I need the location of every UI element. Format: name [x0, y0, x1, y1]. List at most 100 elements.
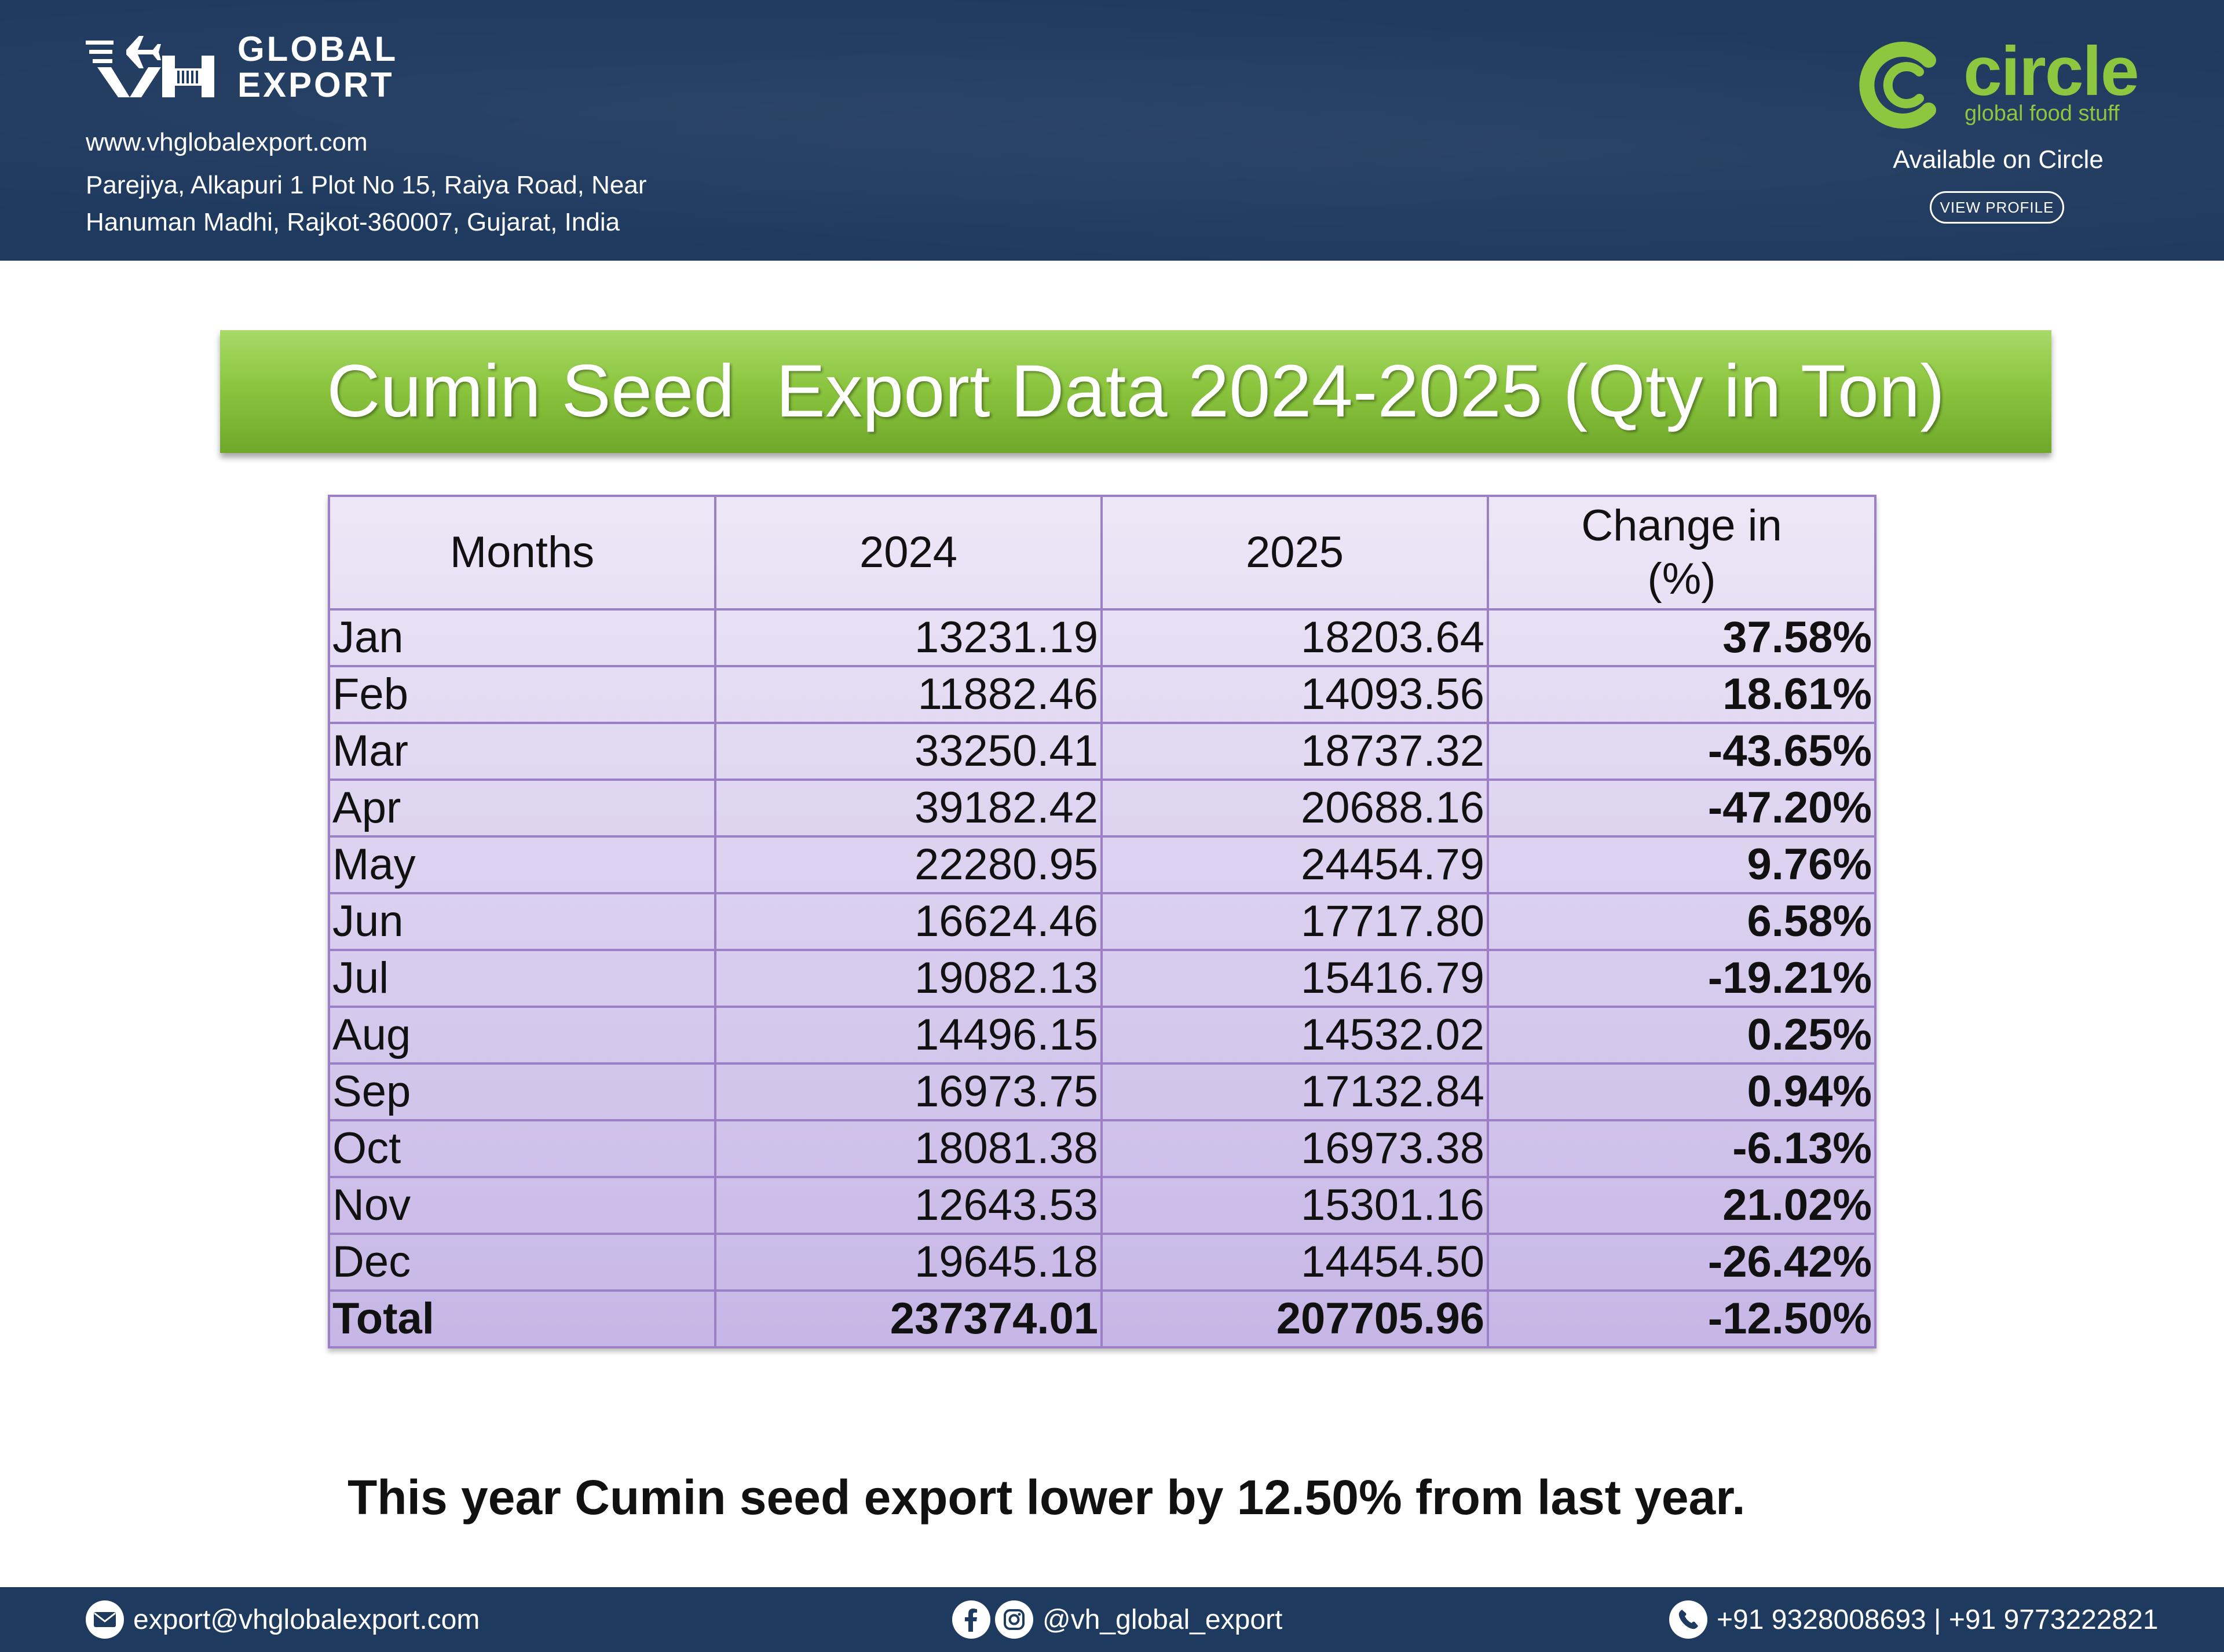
- cell-total-2024: 237374.01: [714, 1289, 1103, 1348]
- cell-change: 37.58%: [1487, 608, 1877, 667]
- cell-2025: 15301.16: [1100, 1176, 1489, 1235]
- circle-tagline: global food stuff: [1965, 101, 2120, 126]
- header: GLOBAL EXPORT www.vhglobalexport.com Par…: [0, 0, 2224, 261]
- circle-wordmark: circle: [1963, 32, 2139, 110]
- cell-2025: 17717.80: [1100, 892, 1489, 951]
- cell-2024: 11882.46: [714, 665, 1103, 724]
- cell-2024: 12643.53: [714, 1176, 1103, 1235]
- page-title: Cumin Seed Export Data 2024-2025 (Qty in…: [220, 330, 2051, 453]
- address-line-1: Parejiya, Alkapuri 1 Plot No 15, Raiya R…: [86, 171, 647, 199]
- cell-2024: 16624.46: [714, 892, 1103, 951]
- available-on-circle: Available on Circle: [1893, 145, 2104, 174]
- cell-2025: 14454.50: [1100, 1233, 1489, 1292]
- cell-2024: 14496.15: [714, 1006, 1103, 1065]
- cell-change: -19.21%: [1487, 949, 1877, 1008]
- cell-2025: 18203.64: [1100, 608, 1489, 667]
- header-2024: 2024: [714, 495, 1103, 611]
- table-total-row: Total 237374.01 207705.96 -12.50%: [328, 1289, 1877, 1348]
- cell-total-label: Total: [328, 1289, 716, 1348]
- cell-month: Jun: [328, 892, 716, 951]
- website-link[interactable]: www.vhglobalexport.com: [86, 128, 368, 156]
- cell-2025: 14532.02: [1100, 1006, 1489, 1065]
- header-change-line2: (%): [1647, 554, 1716, 604]
- cell-change: -47.20%: [1487, 779, 1877, 838]
- facebook-icon: [952, 1600, 990, 1639]
- footer-social[interactable]: @vh_global_export: [952, 1587, 1282, 1652]
- cell-month: Apr: [328, 779, 716, 838]
- instagram-icon: [995, 1600, 1033, 1639]
- cell-month: Nov: [328, 1176, 716, 1235]
- circle-logo[interactable]: circle global food stuff: [1859, 32, 2139, 134]
- header-2025: 2025: [1100, 495, 1489, 611]
- circle-c-icon: [1859, 42, 1936, 129]
- cell-2025: 17132.84: [1100, 1062, 1489, 1121]
- cell-2024: 22280.95: [714, 835, 1103, 894]
- table-row: Sep 16973.75 17132.84 0.94%: [328, 1062, 1877, 1121]
- footer-phone[interactable]: +91 9328008693 | +91 9773222821: [1669, 1587, 2159, 1652]
- logo-word-global: GLOBAL: [237, 30, 398, 68]
- cell-change: 18.61%: [1487, 665, 1877, 724]
- cell-2025: 15416.79: [1100, 949, 1489, 1008]
- footer-phone-numbers: +91 9328008693 | +91 9773222821: [1717, 1604, 2159, 1635]
- header-change-line1: Change in: [1581, 501, 1782, 550]
- table-row: Nov 12643.53 15301.16 21.02%: [328, 1176, 1877, 1235]
- cell-2024: 39182.42: [714, 779, 1103, 838]
- cell-month: Jan: [328, 608, 716, 667]
- cell-change: 6.58%: [1487, 892, 1877, 951]
- cell-change: -43.65%: [1487, 722, 1877, 781]
- table-body: Jan 13231.19 18203.64 37.58% Feb 11882.46 140…: [328, 608, 1877, 1348]
- email-icon: [86, 1600, 124, 1639]
- header-months: Months: [328, 495, 716, 611]
- table-row: Jun 16624.46 17717.80 6.58%: [328, 892, 1877, 951]
- cell-month: Dec: [328, 1233, 716, 1292]
- cell-2024: 19645.18: [714, 1233, 1103, 1292]
- cell-month: Feb: [328, 665, 716, 724]
- logo-wordmark: GLOBAL EXPORT: [237, 31, 398, 103]
- table-row: Jul 19082.13 15416.79 -19.21%: [328, 949, 1877, 1008]
- table-row: Oct 18081.38 16973.38 -6.13%: [328, 1119, 1877, 1178]
- footer-email[interactable]: export@vhglobalexport.com: [86, 1587, 480, 1652]
- cell-change: 21.02%: [1487, 1176, 1877, 1235]
- table-header-row: Months 2024 2025 Change in (%): [328, 495, 1877, 611]
- export-data-table: Months 2024 2025 Change in (%) Jan 13231.…: [328, 495, 1877, 1348]
- table-row: Feb 11882.46 14093.56 18.61%: [328, 665, 1877, 724]
- table-row: Jan 13231.19 18203.64 37.58%: [328, 608, 1877, 667]
- view-profile-button[interactable]: VIEW PROFILE: [1930, 191, 2064, 224]
- address: Parejiya, Alkapuri 1 Plot No 15, Raiya R…: [86, 167, 781, 241]
- cell-2024: 33250.41: [714, 722, 1103, 781]
- cell-2025: 20688.16: [1100, 779, 1489, 838]
- cell-change: 9.76%: [1487, 835, 1877, 894]
- table-row: Apr 39182.42 20688.16 -47.20%: [328, 779, 1877, 838]
- cell-2025: 24454.79: [1100, 835, 1489, 894]
- cell-month: May: [328, 835, 716, 894]
- table-row: Dec 19645.18 14454.50 -26.42%: [328, 1233, 1877, 1292]
- cell-2024: 13231.19: [714, 608, 1103, 667]
- footer-email-text: export@vhglobalexport.com: [133, 1604, 480, 1635]
- cell-month: Sep: [328, 1062, 716, 1121]
- cell-2024: 19082.13: [714, 949, 1103, 1008]
- cell-total-2025: 207705.96: [1100, 1289, 1489, 1348]
- table-row: Aug 14496.15 14532.02 0.25%: [328, 1006, 1877, 1065]
- cell-month: Aug: [328, 1006, 716, 1065]
- cell-2025: 18737.32: [1100, 722, 1489, 781]
- cell-2024: 16973.75: [714, 1062, 1103, 1121]
- vh-global-export-logo[interactable]: GLOBAL EXPORT: [86, 30, 398, 105]
- cell-change: 0.94%: [1487, 1062, 1877, 1121]
- cell-2025: 14093.56: [1100, 665, 1489, 724]
- table-row: Mar 33250.41 18737.32 -43.65%: [328, 722, 1877, 781]
- cell-total-change: -12.50%: [1487, 1289, 1877, 1348]
- cell-change: -26.42%: [1487, 1233, 1877, 1292]
- logo-word-export: EXPORT: [237, 65, 394, 104]
- cell-month: Mar: [328, 722, 716, 781]
- summary-note: This year Cumin seed export lower by 12.…: [348, 1470, 1746, 1525]
- cell-change: -6.13%: [1487, 1119, 1877, 1178]
- table-row: May 22280.95 24454.79 9.76%: [328, 835, 1877, 894]
- cell-month: Oct: [328, 1119, 716, 1178]
- vh-logo-mark-icon: [86, 36, 214, 97]
- header-change: Change in (%): [1487, 495, 1877, 611]
- footer-social-handle: @vh_global_export: [1042, 1604, 1283, 1635]
- phone-icon: [1669, 1600, 1707, 1639]
- cell-2025: 16973.38: [1100, 1119, 1489, 1178]
- cell-2024: 18081.38: [714, 1119, 1103, 1178]
- cell-change: 0.25%: [1487, 1006, 1877, 1065]
